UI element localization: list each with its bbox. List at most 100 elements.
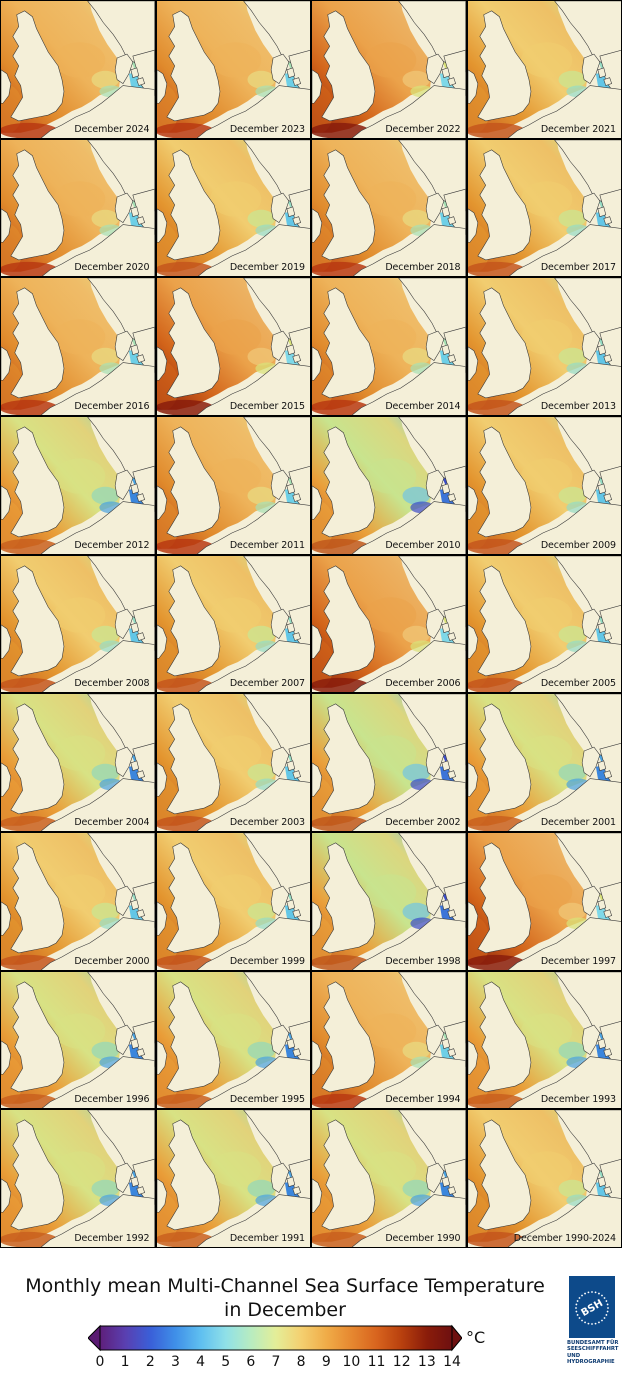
title-line-2: in December	[224, 1299, 346, 1321]
tile-date-label: December 1994	[385, 1094, 461, 1106]
sst-map-tile: December 2020	[0, 138, 156, 278]
sst-map	[156, 1, 310, 138]
colorbar-under-triangle	[88, 1324, 101, 1352]
tile-date-label: December 2009	[540, 539, 616, 551]
logo-line: UND	[567, 1352, 581, 1359]
sst-map	[312, 1, 466, 138]
sst-map	[467, 555, 621, 693]
sst-map	[1, 694, 155, 831]
colorbar-tick-label: 8	[296, 1354, 306, 1370]
bsh-logo-text: BUNDESAMT FÜR SEESCHIFFFAHRT UND HYDROGR…	[567, 1340, 619, 1366]
sst-map	[467, 1, 621, 138]
figure-title: Monthly mean Multi-Channel Sea Surface T…	[0, 1274, 570, 1322]
sst-map	[467, 139, 621, 277]
sst-map	[156, 694, 310, 831]
sst-map-tile: December 1993	[466, 970, 622, 1110]
tile-date-label: December 1997	[540, 955, 616, 967]
tile-date-label: December 2017	[540, 262, 616, 274]
sst-map-tile: December 1997	[466, 831, 622, 971]
sst-map-tile: December 2003	[155, 693, 311, 832]
colorbar-tick-label: 12	[392, 1354, 411, 1370]
sst-map-tile: December 1990	[311, 1109, 467, 1248]
sst-map-tile: December 1992	[0, 1109, 156, 1248]
sst-map	[1, 139, 155, 277]
sst-map	[467, 971, 621, 1109]
sst-map-tile: December 2023	[155, 0, 311, 139]
sst-map	[312, 1110, 466, 1247]
tile-date-label: December 2018	[385, 262, 461, 274]
sst-map-tile: December 2022	[311, 0, 467, 139]
tile-date-label: December 2001	[540, 816, 616, 828]
sst-map	[156, 971, 310, 1109]
colorbar-tick-label: 10	[342, 1354, 361, 1370]
title-line-1: Monthly mean Multi-Channel Sea Surface T…	[25, 1275, 545, 1297]
tile-date-label: December 2005	[540, 678, 616, 690]
sst-map-tile: December 1994	[311, 970, 467, 1110]
colorbar-tick-label: 9	[321, 1354, 331, 1370]
colorbar-unit: °C	[466, 1328, 486, 1347]
tile-date-label: December 1993	[540, 1094, 616, 1106]
bsh-logo-letters: BSH	[579, 1298, 605, 1319]
sst-map	[1, 278, 155, 415]
sst-map	[1, 971, 155, 1109]
sst-map-tile: December 1991	[155, 1109, 311, 1248]
tile-date-label: December 2004	[74, 816, 150, 828]
tile-date-label: December 2010	[385, 539, 461, 551]
tile-date-label: December 2007	[229, 678, 305, 690]
colorbar-tick-labels: 0 1 2 3 4 5 6 7 8 9 10 11 12 13 14	[96, 1354, 461, 1374]
colorbar-gradient	[99, 1325, 453, 1351]
sst-map	[156, 555, 310, 693]
colorbar-tick-label: 11	[367, 1354, 386, 1370]
sst-map	[156, 1110, 310, 1247]
tile-date-label: December 1995	[229, 1094, 305, 1106]
sst-map-tile: December 1990-2024	[466, 1109, 622, 1248]
colorbar-tick-label: 14	[443, 1354, 461, 1370]
sst-map-tile: December 2009	[466, 415, 622, 555]
sst-map	[156, 139, 310, 277]
tile-date-label: December 2021	[540, 123, 616, 135]
sst-map-tile: December 2021	[466, 0, 622, 139]
tile-date-label: December 2015	[229, 400, 305, 412]
sst-map	[156, 832, 310, 970]
tile-date-label: December 2023	[229, 123, 305, 135]
colorbar-tick-label: 1	[120, 1354, 130, 1370]
sst-map	[467, 694, 621, 831]
sst-map-tile: December 2013	[466, 277, 622, 416]
sst-map-tile: December 1998	[311, 831, 467, 971]
sst-map-tile: December 1999	[155, 831, 311, 971]
logo-line: SEESCHIFFFAHRT	[567, 1346, 619, 1353]
colorbar-tick-label: 2	[145, 1354, 155, 1370]
sst-map	[467, 1110, 621, 1247]
tile-date-label: December 2024	[74, 123, 150, 135]
sst-map-tile: December 2005	[466, 554, 622, 694]
sst-map	[312, 139, 466, 277]
tile-date-label: December 1990-2024	[513, 1232, 616, 1244]
sst-map	[467, 278, 621, 415]
sst-map	[1, 1110, 155, 1247]
sst-map-tile: December 2011	[155, 415, 311, 555]
tile-date-label: December 2003	[229, 816, 305, 828]
sst-map-tile: December 2000	[0, 831, 156, 971]
bsh-logo-mark: BSH	[569, 1276, 615, 1338]
colorbar-tick-label: 4	[196, 1354, 206, 1370]
sst-map	[312, 416, 466, 554]
sst-map-tile: December 2019	[155, 138, 311, 278]
sst-map-tile: December 2006	[311, 554, 467, 694]
sst-map	[156, 278, 310, 415]
sst-map-tile: December 2004	[0, 693, 156, 832]
tile-date-label: December 2020	[74, 262, 150, 274]
sst-map-tile: December 2010	[311, 415, 467, 555]
colorbar-tick-label: 3	[170, 1354, 180, 1370]
tile-date-label: December 2016	[74, 400, 150, 412]
sst-map-grid: December 2024 December 2023 December 2022 D…	[0, 0, 622, 1248]
tile-date-label: December 1996	[74, 1094, 150, 1106]
sst-map-tile: December 2007	[155, 554, 311, 694]
sst-map-tile: December 2024	[0, 0, 156, 139]
sst-map	[312, 278, 466, 415]
colorbar-tick-label: 13	[417, 1354, 436, 1370]
sst-map	[312, 971, 466, 1109]
sst-map	[467, 416, 621, 554]
sst-map	[467, 832, 621, 970]
tile-date-label: December 1999	[229, 955, 305, 967]
tile-date-label: December 2013	[540, 400, 616, 412]
